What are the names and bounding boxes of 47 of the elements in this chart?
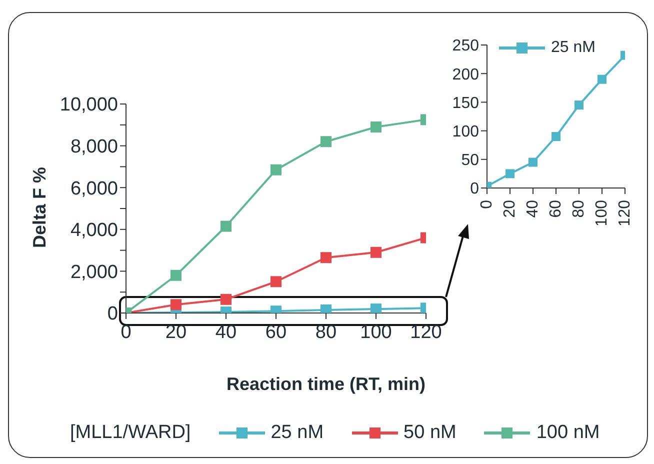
point [370,246,382,258]
point [598,74,606,84]
point [270,164,282,176]
point [220,220,232,232]
y-tick-label: 250 [452,38,480,55]
x-tick-label: 80 [315,322,337,343]
y-tick-label: 0 [107,304,118,325]
x-tick-label: 80 [570,200,588,218]
y-tick-label: 200 [452,66,480,84]
x-tick-label: 100 [360,322,392,343]
point [270,276,282,288]
y-tick-label: 10,000 [60,94,118,116]
point [170,299,182,310]
legend-label: 100 nM [536,422,600,444]
x-tick-label: 40 [215,322,237,343]
legend-label: 25 nM [270,422,324,444]
point [574,100,584,110]
x-tick-label: 120 [410,322,442,343]
y-tick-label: 50 [461,152,480,170]
y-tick-label: 100 [452,123,480,140]
y-tick-label: 0 [470,180,480,198]
y-tick-label: 4,000 [70,220,118,242]
x-tick-label: 60 [265,322,287,343]
point [370,304,382,313]
x-tick-label: 0 [478,200,496,209]
point [528,158,538,167]
y-tick-label: 6,000 [70,178,118,200]
point [320,252,332,264]
x-axis-title: Reaction time (RT, min) [225,374,427,395]
point [170,270,182,281]
x-tick-label: 20 [165,322,187,343]
legend-label: 50 nM [404,422,456,444]
point [220,294,232,305]
y-tick-label: 8,000 [70,136,118,158]
point [552,132,560,142]
y-axis-title: Delta F % [30,166,50,250]
y-tick-label: 150 [452,94,480,112]
x-tick-label: 60 [548,200,564,218]
legend-label: 25 nM [551,39,596,57]
x-tick-label: 40 [524,200,542,218]
x-tick-label: 0 [120,322,132,343]
point [370,121,382,132]
x-tick-label: 20 [502,200,518,218]
point [320,136,332,148]
legend-title: [MLL1/WARD] [70,422,191,444]
point [506,169,514,178]
y-tick-label: 2,000 [70,262,118,283]
